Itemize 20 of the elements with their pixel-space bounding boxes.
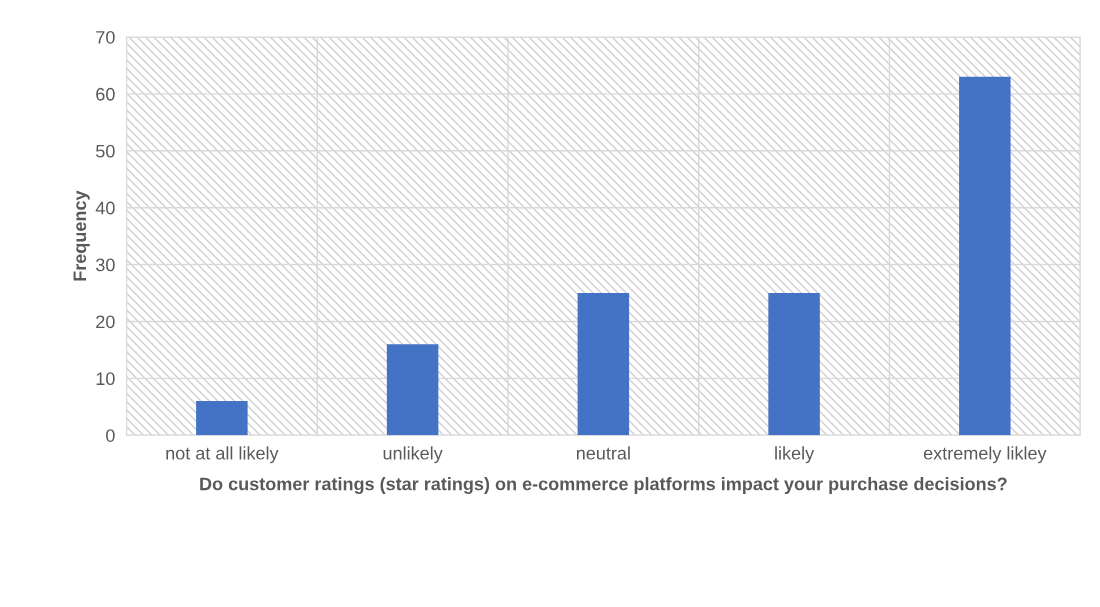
- x-tick-label: unlikely: [383, 446, 443, 464]
- y-tick-label: 0: [106, 429, 115, 442]
- x-tick-label: not at all likely: [166, 446, 279, 464]
- bar: [959, 76, 1011, 436]
- y-tick-label: 10: [96, 372, 115, 386]
- x-tick-label: neutral: [576, 446, 630, 460]
- y-tick-label: 20: [96, 315, 115, 329]
- x-axis-title: Do customer ratings (star ratings) on e-commerce platforms impact your purchase decisions?: [200, 477, 1007, 494]
- y-axis-title: Frequency: [73, 190, 90, 281]
- x-tick-label: extremely likley: [923, 446, 1047, 464]
- bar: [386, 344, 439, 436]
- bar: [768, 293, 820, 436]
- y-tick-label: 60: [96, 87, 115, 101]
- y-tick-label: 70: [96, 30, 115, 44]
- bar: [196, 401, 248, 436]
- y-tick-label: 40: [95, 201, 115, 215]
- bar: [577, 293, 630, 436]
- y-tick-label: 30: [96, 258, 115, 272]
- y-tick-label: 50: [96, 144, 115, 158]
- x-tick-label: likely: [775, 446, 815, 464]
